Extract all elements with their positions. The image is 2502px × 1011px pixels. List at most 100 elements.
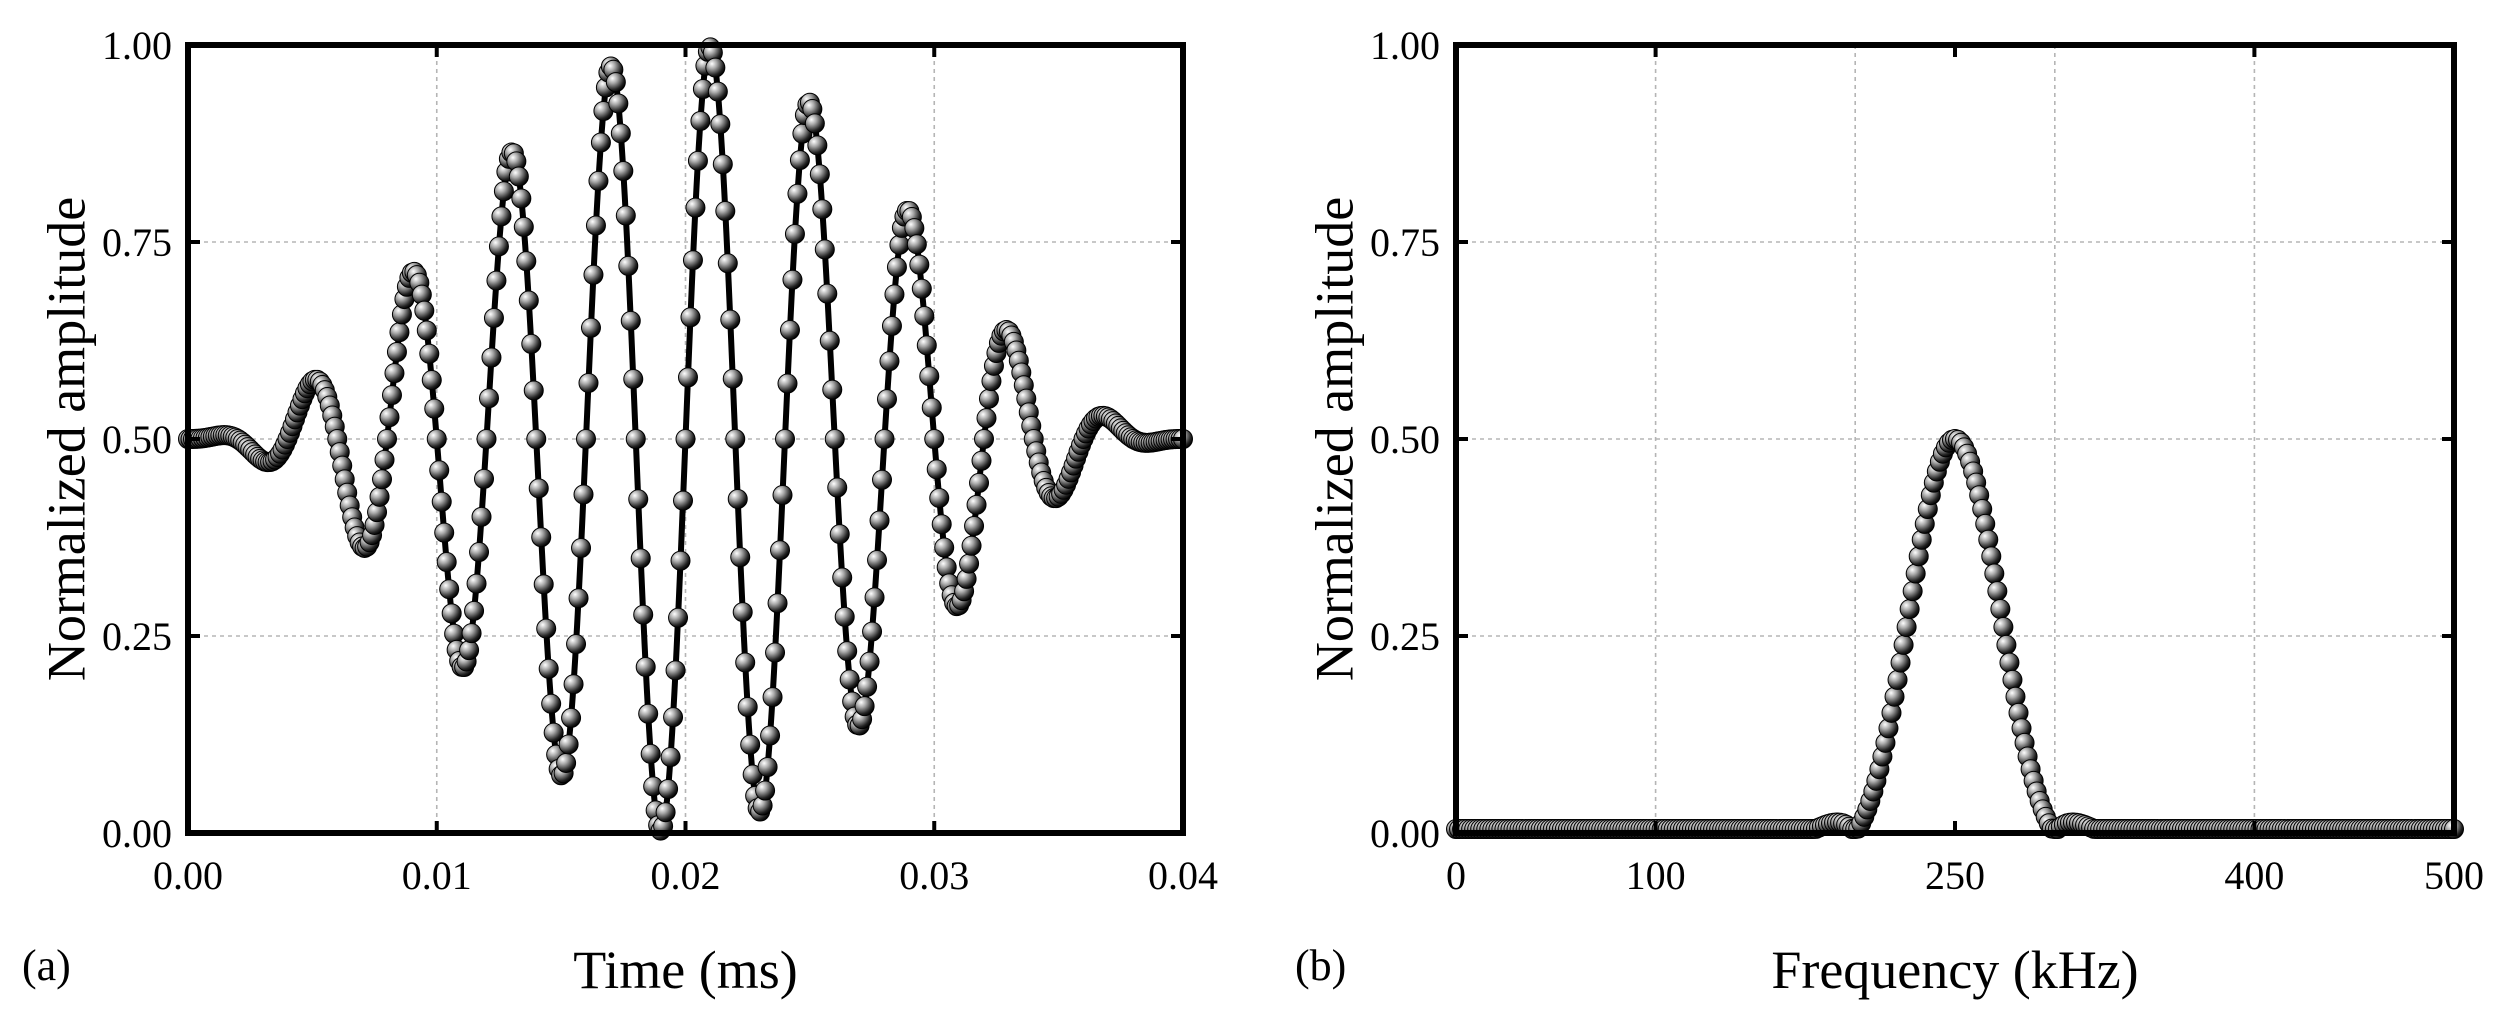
data-point [374, 449, 395, 470]
data-point [717, 253, 738, 274]
data-point [740, 734, 761, 755]
data-point [508, 166, 529, 187]
data-point [1978, 529, 1999, 550]
x-tick-label: 100 [1626, 853, 1686, 898]
data-point [488, 236, 509, 257]
data-point [911, 278, 932, 299]
data-point [789, 150, 810, 171]
data-point [635, 656, 656, 677]
x-tick-label: 0.01 [402, 853, 472, 898]
data-point [929, 487, 950, 508]
data-point [605, 72, 626, 93]
data-point [1999, 652, 2020, 673]
data-point [439, 579, 460, 600]
data-point [1908, 546, 1929, 567]
data-point [1893, 634, 1914, 655]
data-point [712, 154, 733, 175]
data-point [655, 802, 676, 823]
data-point [541, 693, 562, 714]
data-point [573, 484, 594, 505]
data-point [807, 135, 828, 156]
data-point [735, 652, 756, 673]
data-point [872, 469, 893, 490]
data-point [675, 429, 696, 449]
data-point [834, 606, 855, 627]
y-tick-label: 0.50 [1370, 417, 1440, 462]
data-point [961, 535, 982, 556]
data-point [777, 373, 798, 394]
data-point [486, 270, 507, 291]
data-point [381, 385, 402, 406]
series-line [1454, 436, 2456, 833]
data-point [481, 347, 502, 368]
data-point [511, 188, 532, 209]
panel-label-a: (a) [22, 941, 71, 990]
data-point [1887, 669, 1908, 690]
data-point [493, 181, 514, 202]
data-point [419, 343, 440, 364]
data-point [389, 322, 410, 343]
data-point [690, 110, 711, 131]
data-point [620, 310, 641, 331]
data-point [608, 93, 629, 114]
data-point [615, 205, 636, 226]
data-point [934, 537, 955, 558]
data-point [576, 429, 596, 449]
data-point [732, 602, 753, 623]
data-point [369, 486, 390, 507]
data-point [571, 537, 592, 558]
data-point [737, 697, 758, 717]
series-markers-b [1446, 429, 2464, 840]
data-point [879, 351, 900, 372]
data-point [757, 757, 778, 777]
data-point [466, 573, 487, 594]
data-point [687, 150, 708, 171]
data-point [804, 113, 825, 134]
data-point [623, 369, 644, 390]
y-tick-label: 0.00 [1370, 811, 1440, 856]
data-point [588, 170, 609, 191]
data-point [784, 223, 805, 244]
y-tick-label: 0.00 [102, 811, 172, 856]
data-point [730, 547, 751, 568]
data-point [976, 408, 997, 429]
data-point [705, 57, 726, 78]
data-point [909, 254, 930, 275]
data-point [722, 368, 743, 389]
data-point [869, 510, 890, 531]
data-point [590, 132, 611, 153]
data-point [673, 490, 694, 511]
data-point [959, 553, 980, 574]
series-markers-a [178, 37, 1193, 841]
x-tick-label: 0 [1446, 853, 1466, 898]
data-point [434, 522, 455, 543]
data-point [765, 642, 786, 663]
data-point [779, 320, 800, 341]
data-point [682, 250, 703, 271]
data-point [566, 634, 587, 655]
data-point [859, 651, 880, 672]
data-point [837, 641, 858, 662]
data-point [787, 183, 808, 204]
data-point [578, 372, 599, 393]
data-point [461, 623, 482, 644]
data-point [523, 380, 544, 401]
data-point [471, 506, 492, 527]
series-line-b [1454, 436, 2456, 833]
y-tick-label: 0.75 [102, 220, 172, 265]
data-point [809, 164, 830, 185]
data-point [762, 687, 783, 708]
data-point [862, 621, 883, 642]
data-point [416, 320, 437, 341]
data-point [824, 429, 845, 449]
y-tick-label: 1.00 [102, 23, 172, 68]
data-point [429, 460, 450, 481]
data-point [767, 593, 788, 614]
data-point [583, 264, 604, 285]
data-point [926, 459, 947, 480]
panel-label-b: (b) [1295, 941, 1346, 990]
data-point [1899, 599, 1920, 620]
data-point [1987, 581, 2008, 602]
data-point [568, 588, 589, 609]
data-point [518, 290, 539, 311]
